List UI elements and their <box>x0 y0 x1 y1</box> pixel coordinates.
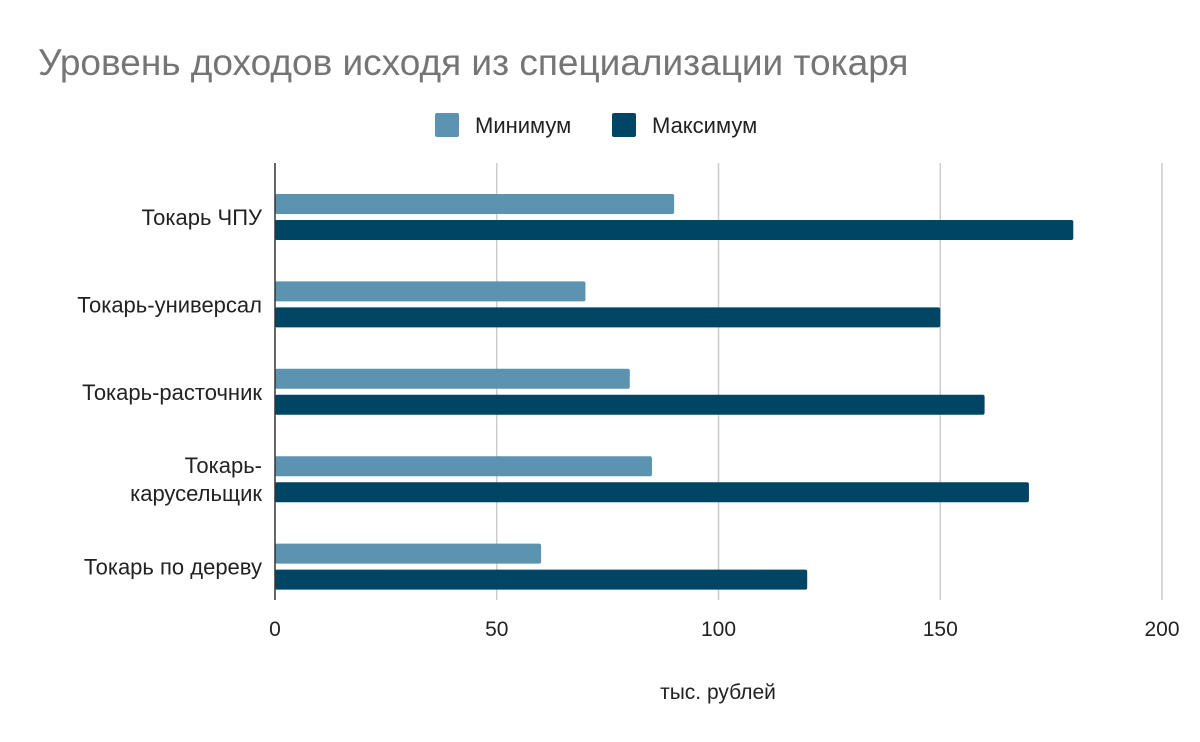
bar-min <box>275 368 630 389</box>
legend: Минимум Максимум <box>435 113 757 138</box>
category-label: Токарь-универсал <box>77 292 262 317</box>
x-axis-label: тыс. рублей <box>660 681 776 704</box>
x-tick-labels: 0 50 100 150 200 <box>269 618 1179 641</box>
chart-title: Уровень доходов исходя из специализации … <box>38 42 908 83</box>
legend-label: Минимум <box>475 113 571 138</box>
legend-label: Максимум <box>652 113 757 138</box>
bar-min <box>275 281 586 302</box>
bar-min <box>275 543 542 564</box>
category-labels: Токарь ЧПУ Токарь-универсал Токарь-расточн… <box>77 205 263 580</box>
category-label: Токарь-расточник <box>82 380 262 405</box>
bar-max <box>275 569 808 590</box>
category-label: Токарь ЧПУ <box>141 205 263 230</box>
x-tick-label: 0 <box>269 618 281 641</box>
x-tick-label: 100 <box>701 618 736 641</box>
bar-max <box>275 220 1074 240</box>
x-tick-label: 150 <box>923 618 958 641</box>
category-label: карусельщик <box>130 481 262 506</box>
bar-min <box>275 194 675 214</box>
bar-max <box>275 482 1029 503</box>
x-tick-label: 200 <box>1144 618 1179 641</box>
bar-max <box>275 394 985 415</box>
bars <box>275 194 1074 590</box>
category-label: Токарь по дереву <box>84 555 262 580</box>
bar-max <box>275 307 941 328</box>
legend-swatch <box>612 113 636 137</box>
legend-swatch <box>435 113 459 137</box>
x-tick-label: 50 <box>485 618 508 641</box>
bar-min <box>275 456 652 477</box>
category-label: Токарь- <box>185 453 262 478</box>
